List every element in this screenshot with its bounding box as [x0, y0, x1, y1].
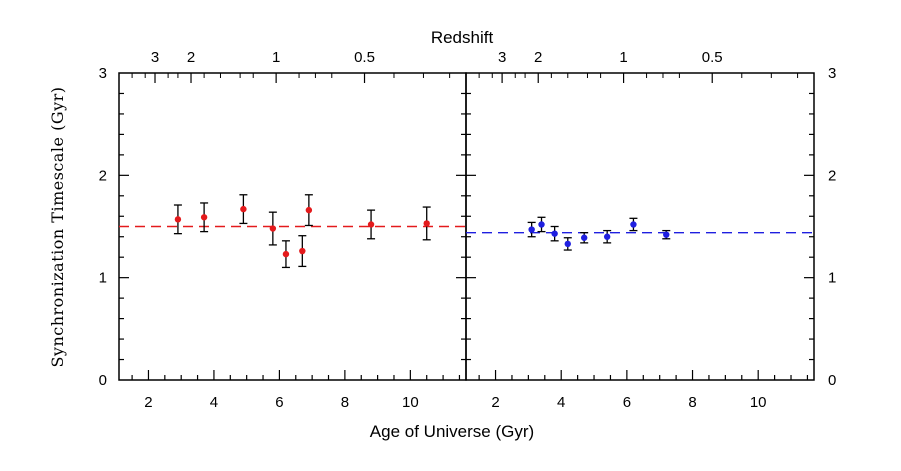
y-tick-label: 3 [99, 65, 107, 82]
data-marker [528, 226, 535, 233]
data-point [550, 225, 559, 242]
data-marker [299, 247, 306, 255]
data-point [527, 221, 536, 238]
data-marker [564, 240, 571, 248]
data-marker [200, 214, 208, 221]
top-tick-label: 1 [619, 49, 627, 66]
data-marker [663, 231, 670, 238]
y-tick-label: 3 [828, 65, 836, 82]
data-point [662, 229, 671, 240]
top-tick-label: 3 [498, 49, 506, 66]
data-marker [423, 220, 430, 227]
data-marker [269, 225, 277, 232]
data-point [367, 209, 376, 240]
data-point [268, 211, 277, 246]
data-point [629, 217, 638, 232]
y-tick-label: 1 [99, 270, 107, 287]
x-tick-label: 8 [341, 394, 349, 411]
data-marker [580, 234, 588, 241]
y-tick-label: 2 [828, 167, 836, 184]
top-tick-label: 2 [187, 49, 195, 66]
data-point [304, 194, 313, 227]
panel-right: 2 4 6 8 10 3 2 1 0.5 0 1 2 3 [465, 49, 836, 411]
y-axis-title: Synchronization Timescale (Gyr) [48, 86, 67, 367]
top-tick-label: 2 [534, 49, 542, 66]
data-point [422, 206, 431, 241]
y-tick-label: 0 [99, 372, 107, 389]
chart-panels: 2 4 6 8 10 3 2 1 0.5 0 1 2 3 2 4 6 8 10 3 2 1 0.5 0 1 2 3 [99, 49, 837, 411]
top-tick-label: 0.5 [354, 49, 375, 66]
top-tick-label: 3 [151, 49, 159, 66]
y-tick-label: 2 [99, 167, 107, 184]
data-marker [367, 221, 375, 228]
plot-frame [465, 72, 815, 381]
y-tick-label: 1 [828, 270, 836, 287]
data-marker [538, 221, 545, 228]
x-tick-label: 2 [491, 394, 499, 411]
data-point [603, 229, 612, 244]
data-point [537, 216, 546, 233]
data-marker [551, 230, 558, 237]
data-point [563, 237, 572, 251]
data-marker [240, 205, 247, 213]
data-marker [305, 206, 313, 214]
data-point [580, 231, 589, 244]
top-tick-label: 0.5 [702, 49, 723, 66]
x-tick-label: 2 [144, 394, 152, 411]
y-tick-label: 0 [828, 372, 836, 389]
data-marker [603, 233, 611, 240]
x-tick-label: 4 [210, 394, 218, 411]
x-tick-label: 6 [275, 394, 283, 411]
data-point [239, 194, 248, 225]
top-axis-title: Redshift [431, 28, 494, 47]
x-tick-label: 10 [750, 394, 767, 411]
panel-left: 2 4 6 8 10 3 2 1 0.5 0 1 2 3 [99, 49, 467, 411]
top-tick-label: 1 [272, 49, 280, 66]
data-marker [174, 216, 182, 223]
x-tick-label: 6 [623, 394, 631, 411]
data-point [173, 204, 182, 235]
data-marker [282, 250, 290, 258]
x-tick-label: 10 [402, 394, 419, 411]
x-tick-label: 4 [557, 394, 565, 411]
data-marker [630, 221, 637, 228]
data-point [200, 202, 209, 233]
data-point [281, 240, 290, 269]
data-point [298, 235, 307, 268]
x-tick-label: 8 [688, 394, 696, 411]
x-axis-title: Age of Universe (Gyr) [370, 422, 534, 441]
